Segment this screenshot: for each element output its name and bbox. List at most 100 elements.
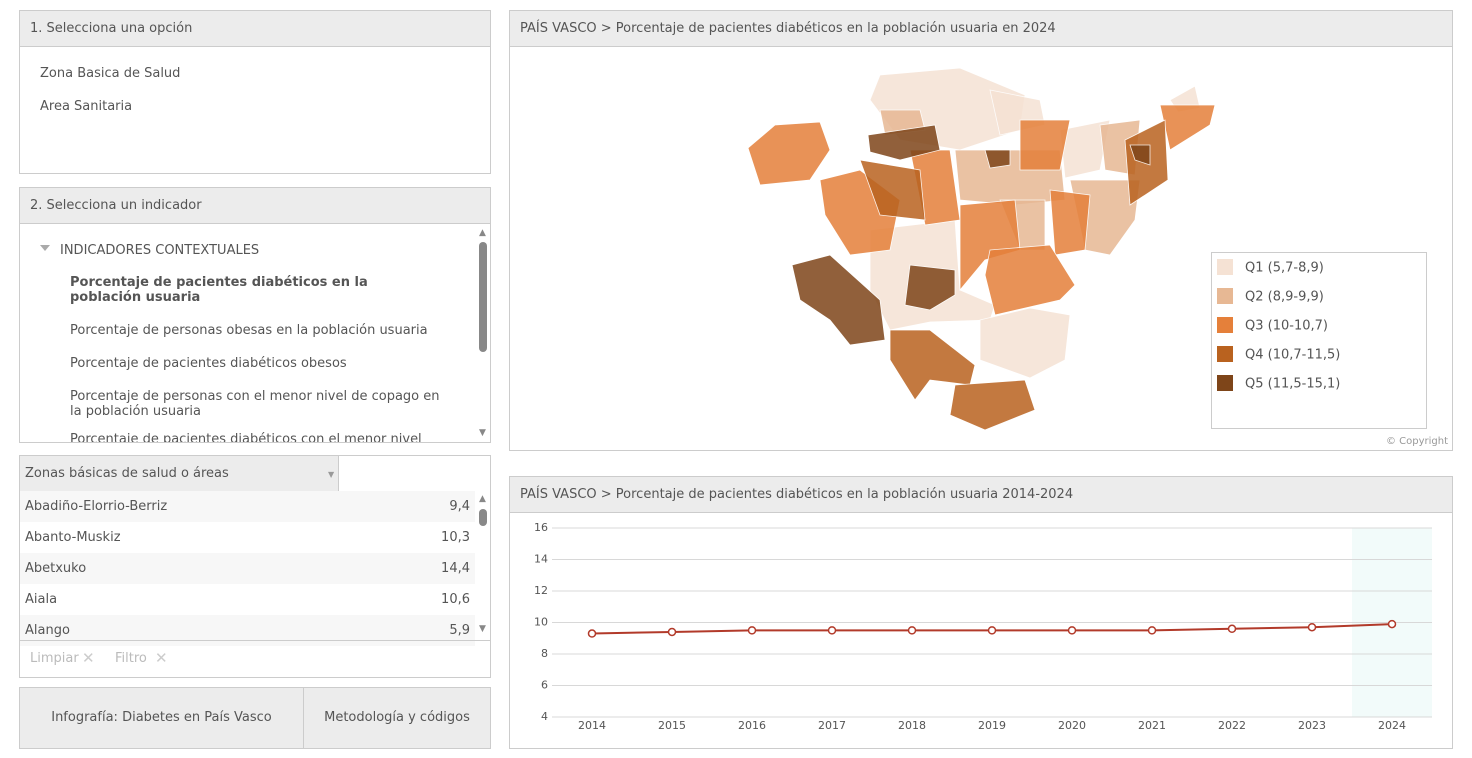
data-point xyxy=(1387,619,1397,629)
panel-title: PAÍS VASCO > Porcentaje de pacientes dia… xyxy=(510,11,1452,47)
zone-name: Abetxuko xyxy=(25,561,87,576)
scroll-down[interactable]: ▼ xyxy=(479,428,486,438)
indicator-panel: 2. Selecciona un indicador INDICADORES C… xyxy=(19,187,491,443)
x-tick-label: 2023 xyxy=(1298,719,1326,732)
y-tick-label: 10 xyxy=(534,616,548,629)
action-icon[interactable]: ✕ xyxy=(155,649,168,667)
map xyxy=(747,67,1216,431)
zone-name: Alango xyxy=(25,623,70,638)
indicator-item[interactable]: Porcentaje de pacientes diabéticos obeso… xyxy=(70,356,347,371)
table-row[interactable]: Abetxuko 14,4 xyxy=(20,553,475,584)
legend-swatch xyxy=(1217,288,1233,304)
y-tick-label: 6 xyxy=(541,679,548,692)
map-region[interactable] xyxy=(889,329,976,401)
x-tick-label: 2018 xyxy=(898,719,926,732)
scrollbar[interactable] xyxy=(479,242,487,352)
legend-swatch xyxy=(1217,259,1233,275)
legend-swatch xyxy=(1217,346,1233,362)
legend-box xyxy=(1211,252,1427,429)
copyright: © Copyright xyxy=(1385,436,1448,447)
zone-value: 14,4 xyxy=(441,561,470,576)
data-point xyxy=(1227,624,1237,634)
chart-panel: PAÍS VASCO > Porcentaje de pacientes dia… xyxy=(509,476,1453,749)
map-region[interactable] xyxy=(1019,119,1071,171)
x-tick-label: 2022 xyxy=(1218,719,1246,732)
map-region[interactable] xyxy=(904,264,956,311)
data-point xyxy=(907,626,917,635)
link-button[interactable]: Metodología y códigos xyxy=(304,688,490,748)
y-tick-label: 4 xyxy=(541,710,548,723)
x-tick-label: 2020 xyxy=(1058,719,1086,732)
zone-name: Aiala xyxy=(25,592,58,607)
map-region[interactable] xyxy=(1129,144,1151,166)
data-point xyxy=(1067,626,1077,635)
x-tick-label: 2016 xyxy=(738,719,766,732)
zone-value: 5,9 xyxy=(449,623,470,638)
legend-swatch xyxy=(1217,317,1233,333)
expand-icon[interactable] xyxy=(40,245,50,251)
legend-label: Q4 (10,7-11,5) xyxy=(1245,348,1340,363)
scroll-up[interactable]: ▲ xyxy=(479,228,486,238)
legend-label: Q2 (8,9-9,9) xyxy=(1245,290,1324,305)
y-tick-label: 16 xyxy=(534,521,548,534)
y-tick-label: 12 xyxy=(534,584,548,597)
map-region[interactable] xyxy=(791,254,886,346)
indicator-item[interactable]: Porcentaje de pacientes diabéticos en la… xyxy=(70,275,368,305)
panel-title: 1. Selecciona una opción xyxy=(20,11,490,47)
map-region[interactable] xyxy=(1059,119,1111,179)
action-button[interactable]: Limpiar xyxy=(30,651,79,666)
zone-name: Abanto-Muskiz xyxy=(25,530,121,545)
table-row[interactable]: Abanto-Muskiz 10,3 xyxy=(20,522,475,553)
map-region[interactable] xyxy=(949,379,1036,431)
action-icon[interactable]: ✕ xyxy=(82,649,95,667)
x-tick-label: 2019 xyxy=(978,719,1006,732)
data-point xyxy=(667,627,677,637)
map-region[interactable] xyxy=(747,121,831,186)
indicator-item[interactable]: Porcentaje de personas con el menor nive… xyxy=(70,389,440,419)
legend-label: Q1 (5,7-8,9) xyxy=(1245,261,1324,276)
option[interactable]: Zona Basica de Salud xyxy=(40,66,181,81)
map-region[interactable] xyxy=(1159,104,1216,151)
data-point xyxy=(987,626,997,635)
data-point xyxy=(587,629,597,638)
group-label[interactable]: INDICADORES CONTEXTUALES xyxy=(60,243,260,258)
x-tick-label: 2015 xyxy=(658,719,686,732)
map-region[interactable] xyxy=(979,307,1071,379)
legend-swatch xyxy=(1217,375,1233,391)
map-region[interactable] xyxy=(984,149,1011,169)
indicator-item[interactable]: Porcentaje de pacientes diabéticos con e… xyxy=(70,432,422,443)
data-point xyxy=(1147,626,1157,635)
x-tick-label: 2024 xyxy=(1378,719,1406,732)
table-panel: Zonas básicas de salud o áreas ▼ Abadiño… xyxy=(19,455,491,678)
sort-icon[interactable]: ▼ xyxy=(328,470,335,479)
data-point xyxy=(747,626,757,635)
y-tick-label: 14 xyxy=(534,553,548,566)
table-row[interactable]: Aiala 10,6 xyxy=(20,584,475,615)
map-region[interactable] xyxy=(859,159,926,221)
map-region[interactable] xyxy=(867,124,941,161)
x-tick-label: 2017 xyxy=(818,719,846,732)
y-tick-label: 8 xyxy=(541,647,548,660)
legend-label: Q3 (10-10,7) xyxy=(1245,319,1328,334)
link-button[interactable]: Infografía: Diabetes en País Vasco xyxy=(20,688,304,748)
scrollbar[interactable] xyxy=(479,509,487,526)
data-point xyxy=(827,626,837,635)
x-tick-label: 2014 xyxy=(578,719,606,732)
scroll-up[interactable]: ▲ xyxy=(479,494,486,504)
button-bar: Infografía: Diabetes en País Vasco Metodo… xyxy=(19,687,491,749)
table-header[interactable]: Zonas básicas de salud o áreas xyxy=(20,456,339,492)
indicator-item[interactable]: Porcentaje de personas obesas en la pobl… xyxy=(70,323,428,338)
zone-value: 9,4 xyxy=(449,499,470,514)
x-tick-label: 2021 xyxy=(1138,719,1166,732)
panel-title: 2. Selecciona un indicador xyxy=(20,188,490,224)
action-button[interactable]: Filtro xyxy=(115,651,147,666)
table-row[interactable]: Abadiño-Elorrio-Berriz 9,4 xyxy=(20,491,475,522)
scroll-down[interactable]: ▼ xyxy=(479,624,486,634)
option[interactable]: Area Sanitaria xyxy=(40,99,133,114)
divider xyxy=(20,640,490,641)
map-region[interactable] xyxy=(984,244,1076,316)
option-panel: 1. Selecciona una opción Zona Basica de … xyxy=(19,10,491,174)
map-region[interactable] xyxy=(1049,189,1091,256)
